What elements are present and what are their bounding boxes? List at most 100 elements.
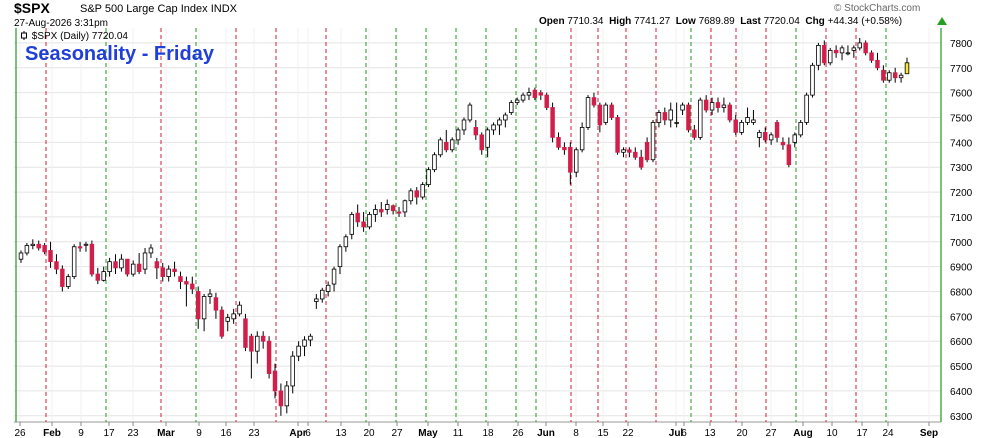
candle-body <box>461 119 467 131</box>
x-tick-label: 17 <box>856 428 868 438</box>
y-tick-label: 7700 <box>950 64 973 75</box>
ohlc-readout: Open 7710.34 High 7741.27 Low 7689.89 La… <box>539 16 902 27</box>
candle-body <box>621 149 626 153</box>
candle-body <box>337 246 343 268</box>
candle-body <box>367 214 372 228</box>
candle-body <box>603 104 608 123</box>
candle-body <box>148 247 154 254</box>
candle-body <box>609 104 614 118</box>
candle-body <box>875 59 880 69</box>
candle-body <box>473 127 479 136</box>
candle-body <box>904 62 910 75</box>
candle-body <box>810 64 815 96</box>
candle-body <box>166 268 171 277</box>
candle-body <box>833 49 839 54</box>
low-value: 7689.89 <box>698 16 735 27</box>
y-tick-label: 6600 <box>950 337 973 348</box>
candle-body <box>331 268 337 285</box>
candle-body <box>615 117 620 153</box>
candle-body <box>526 92 532 96</box>
candle-body <box>272 370 278 392</box>
last-label: Last <box>740 16 761 27</box>
candle-body <box>420 184 425 198</box>
x-tick-label: 13 <box>704 428 716 438</box>
candle-body <box>503 114 508 121</box>
candle-body <box>201 296 207 320</box>
x-tick-label: 20 <box>736 428 748 438</box>
candle-body <box>509 102 514 113</box>
candle-body <box>544 94 549 108</box>
candle-body <box>402 200 408 213</box>
candle-body <box>550 107 555 138</box>
candle-body <box>497 119 502 126</box>
candle-body <box>556 136 561 148</box>
candle-body <box>107 261 112 273</box>
candle-body <box>757 132 762 138</box>
x-tick-label: 23 <box>248 428 260 438</box>
x-tick-label: 18 <box>482 428 494 438</box>
candle-body <box>444 141 449 151</box>
candle-body <box>213 297 219 311</box>
candle-body <box>373 209 378 215</box>
y-tick-label: 7800 <box>950 39 973 50</box>
candle-body <box>579 127 585 151</box>
candle-body <box>438 139 443 156</box>
candle-body <box>231 313 236 320</box>
candle-body <box>36 243 41 249</box>
candle-body <box>898 74 904 79</box>
candle-body <box>83 243 89 246</box>
y-tick-label: 6300 <box>950 412 973 423</box>
candle-body <box>662 112 668 121</box>
candle-body <box>715 102 721 108</box>
candle-body <box>491 124 496 131</box>
x-tick-label: 9 <box>196 428 202 438</box>
candle-body <box>190 283 195 290</box>
candle-body <box>296 345 301 357</box>
candle-body <box>573 149 579 173</box>
candle-body <box>763 132 768 141</box>
open-label: Open <box>539 16 565 27</box>
x-tick-label: 6 <box>681 428 687 438</box>
candle-body <box>467 104 473 121</box>
candle-body <box>822 45 827 64</box>
candle-body <box>219 309 225 337</box>
candle-body <box>308 335 313 341</box>
candle-body <box>160 267 165 277</box>
y-tick-label: 7400 <box>950 138 973 149</box>
candle-legend-icon <box>19 31 29 40</box>
x-tick-label: Aug <box>793 428 812 438</box>
last-value: 7720.04 <box>763 16 800 27</box>
candle-body <box>644 141 650 161</box>
candles <box>18 37 910 416</box>
y-tick-label: 7200 <box>950 188 973 199</box>
candle-body <box>195 291 201 320</box>
x-tick-label: 27 <box>765 428 777 438</box>
candle-body <box>804 94 809 123</box>
candle-body <box>780 141 786 146</box>
candle-body <box>455 129 461 141</box>
candle-body <box>325 284 331 292</box>
candle-body <box>302 339 307 347</box>
candle-body <box>54 261 59 270</box>
candle-body <box>89 243 95 275</box>
candle-body <box>355 212 360 223</box>
x-tick-label: Apr <box>289 428 306 438</box>
x-tick-label: 13 <box>335 428 347 438</box>
candle-body <box>260 335 266 342</box>
candle-body <box>627 149 632 153</box>
x-tick-label: 9 <box>78 428 84 438</box>
candle-body <box>816 45 821 66</box>
x-tick-label: Jun <box>537 428 555 438</box>
up-arrow-icon <box>937 17 947 25</box>
friday-lines <box>15 28 942 422</box>
candle-body <box>449 139 455 151</box>
open-value: 7710.34 <box>567 16 604 27</box>
candle-body <box>113 261 118 269</box>
chart-title: Seasonality - Friday <box>25 43 214 65</box>
candle-body <box>768 134 774 141</box>
candle-body <box>77 246 83 249</box>
x-tick-label: 6 <box>305 428 311 438</box>
x-tick-label: 11 <box>453 428 464 438</box>
candle-body <box>857 42 862 49</box>
